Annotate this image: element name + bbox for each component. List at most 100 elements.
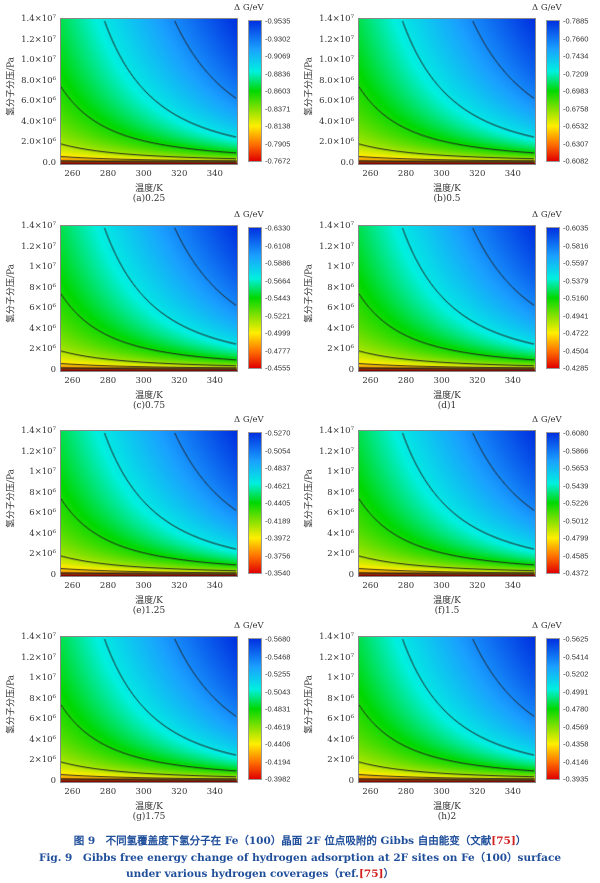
chart-panel: Δ G/eV -0.6330 -0.6108 -0.5886 -0.5664 -0.544… <box>0 207 300 412</box>
colorbar-tick-label: -0.5054 <box>265 446 291 455</box>
colorbar-tick-label: -0.4799 <box>563 533 589 543</box>
y-tick-label: 2.0×10⁶ <box>319 137 354 148</box>
y-axis-label: 氢分子分压/Pa <box>304 468 315 529</box>
colorbar-title: Δ G/eV <box>532 3 562 13</box>
x-tick-label: 280 <box>99 581 117 591</box>
y-tick-label: 8×10⁶ <box>327 693 354 704</box>
x-tick-label: 280 <box>99 787 117 797</box>
heatmap <box>61 19 237 164</box>
y-tick-label: 4×10⁶ <box>29 323 56 334</box>
y-tick-label: 2×10⁶ <box>327 344 354 355</box>
y-tick-label: 8×10⁶ <box>29 487 56 498</box>
x-axis-label: 温度/K <box>433 391 461 401</box>
caption-en-ref[interactable]: [75] <box>358 868 384 880</box>
y-tick-label: 0.0 <box>340 158 354 168</box>
colorbar-tick-label: -0.5160 <box>563 293 589 303</box>
x-axis-label: 温度/K <box>135 184 163 194</box>
panel-label: (f)1.5 <box>434 606 460 616</box>
y-tick-label: 8×10⁶ <box>29 282 56 293</box>
colorbar-tick-label: -0.4780 <box>563 704 589 714</box>
panel-label: (h)2 <box>437 812 457 822</box>
colorbar-tick-label: -0.3540 <box>265 568 291 578</box>
y-tick-label: 1.2×10⁷ <box>319 446 354 457</box>
plot-area <box>60 430 238 577</box>
heatmap <box>61 431 237 576</box>
colorbar-tick-label: -0.5379 <box>563 276 589 285</box>
x-tick-label: 300 <box>433 376 450 386</box>
x-axis-label: 温度/K <box>135 596 163 606</box>
x-tick-label: 320 <box>469 581 486 591</box>
x-tick-label: 300 <box>135 787 152 797</box>
colorbar-title: Δ G/eV <box>234 621 264 631</box>
colorbar-tick-label: -0.4621 <box>265 481 291 490</box>
x-tick-label: 260 <box>362 169 379 179</box>
colorbar-tick-label: -0.4194 <box>265 757 291 766</box>
colorbar-tick-label: -0.8371 <box>265 104 291 113</box>
x-tick-label: 320 <box>469 169 486 179</box>
x-tick-label: 260 <box>64 581 81 591</box>
chart-panel: Δ G/eV -0.7885 -0.7660 -0.7434 -0.7209 -0.698… <box>298 0 598 205</box>
heatmap <box>359 637 535 782</box>
colorbar-tick-label: -0.7672 <box>265 156 291 166</box>
x-tick-label: 280 <box>99 169 117 179</box>
x-tick-label: 340 <box>206 169 223 179</box>
caption-en-line2: under various hydrogen coverages（ref.[75… <box>0 866 560 881</box>
x-tick-label: 340 <box>206 581 223 591</box>
colorbar-tick-label: -0.6983 <box>563 86 589 96</box>
y-tick-label: 1×10⁷ <box>327 467 354 478</box>
colorbar-tick-label: -0.7885 <box>563 16 589 26</box>
x-tick-label: 260 <box>362 787 379 797</box>
colorbar-tick-label: -0.4405 <box>265 498 291 508</box>
caption-cn-ref[interactable]: [75] <box>491 835 516 847</box>
y-tick-label: 1.0×10⁷ <box>319 55 354 66</box>
colorbar-tick-label: -0.4941 <box>563 311 589 320</box>
colorbar-tick-label: -0.4991 <box>563 687 589 696</box>
plot-area <box>60 636 238 783</box>
panel-label: (d)1 <box>437 401 457 411</box>
x-tick-label: 340 <box>504 169 521 179</box>
y-tick-label: 1.2×10⁷ <box>21 446 56 457</box>
y-tick-label: 6×10⁶ <box>327 508 354 519</box>
colorbar-tick-label: -0.6108 <box>265 241 291 250</box>
y-tick-label: 0 <box>348 776 354 786</box>
colorbar-tick-label: -0.5012 <box>563 516 589 525</box>
x-tick-label: 300 <box>135 581 152 591</box>
y-tick-label: 1×10⁷ <box>327 262 354 273</box>
colorbar-tick-label: -0.6080 <box>563 428 589 438</box>
x-tick-label: 340 <box>504 376 521 386</box>
y-tick-label: 1.4×10⁷ <box>21 426 56 436</box>
y-tick-label: 8.0×10⁶ <box>319 75 354 86</box>
colorbar-tick-label: -0.3756 <box>265 551 291 560</box>
colorbar-title: Δ G/eV <box>234 210 264 220</box>
x-tick-label: 320 <box>171 376 188 386</box>
y-tick-label: 0 <box>50 570 56 580</box>
y-axis-label: 氢分子分压/Pa <box>6 468 17 529</box>
y-tick-label: 4×10⁶ <box>327 734 354 745</box>
colorbar-tick-label: -0.4837 <box>265 463 291 473</box>
colorbar-tick-label: -0.5886 <box>265 258 291 268</box>
colorbar-tick-label: -0.6035 <box>563 223 589 233</box>
colorbar-tick-label: -0.7209 <box>563 69 589 78</box>
colorbar-tick-label: -0.9302 <box>265 34 291 43</box>
plot-area <box>358 225 536 372</box>
caption-cn-text: 图 9 不同氢覆盖度下氢分子在 Fe（100）晶面 2F 位点吸附的 Gibbs… <box>73 835 492 847</box>
panel-label: (a)0.25 <box>132 194 166 204</box>
y-tick-label: 1×10⁷ <box>29 673 56 684</box>
y-tick-label: 1.2×10⁷ <box>319 34 354 45</box>
y-tick-label: 1×10⁷ <box>29 262 56 273</box>
caption-en-text: under various hydrogen coverages（ref. <box>125 868 359 880</box>
colorbar-tick-label: -0.5414 <box>563 652 589 661</box>
x-tick-label: 280 <box>99 376 117 386</box>
y-tick-label: 1.0×10⁷ <box>21 55 56 66</box>
plot-area <box>358 18 536 165</box>
colorbar-tick-label: -0.7905 <box>265 139 291 148</box>
colorbar-tick-label: -0.7434 <box>563 51 589 61</box>
y-tick-label: 6×10⁶ <box>327 714 354 725</box>
caption-en-line1: Fig. 9 Gibbs free energy change of hydro… <box>38 852 562 864</box>
colorbar-title: Δ G/eV <box>532 210 562 220</box>
x-axis-label: 温度/K <box>135 391 163 401</box>
x-axis-label: 温度/K <box>433 802 461 812</box>
colorbar-tick-label: -0.4189 <box>265 516 291 525</box>
colorbar-title: Δ G/eV <box>234 415 264 425</box>
chart-panel: Δ G/eV -0.5680 -0.5468 -0.5255 -0.5043 -0.483… <box>0 618 300 823</box>
